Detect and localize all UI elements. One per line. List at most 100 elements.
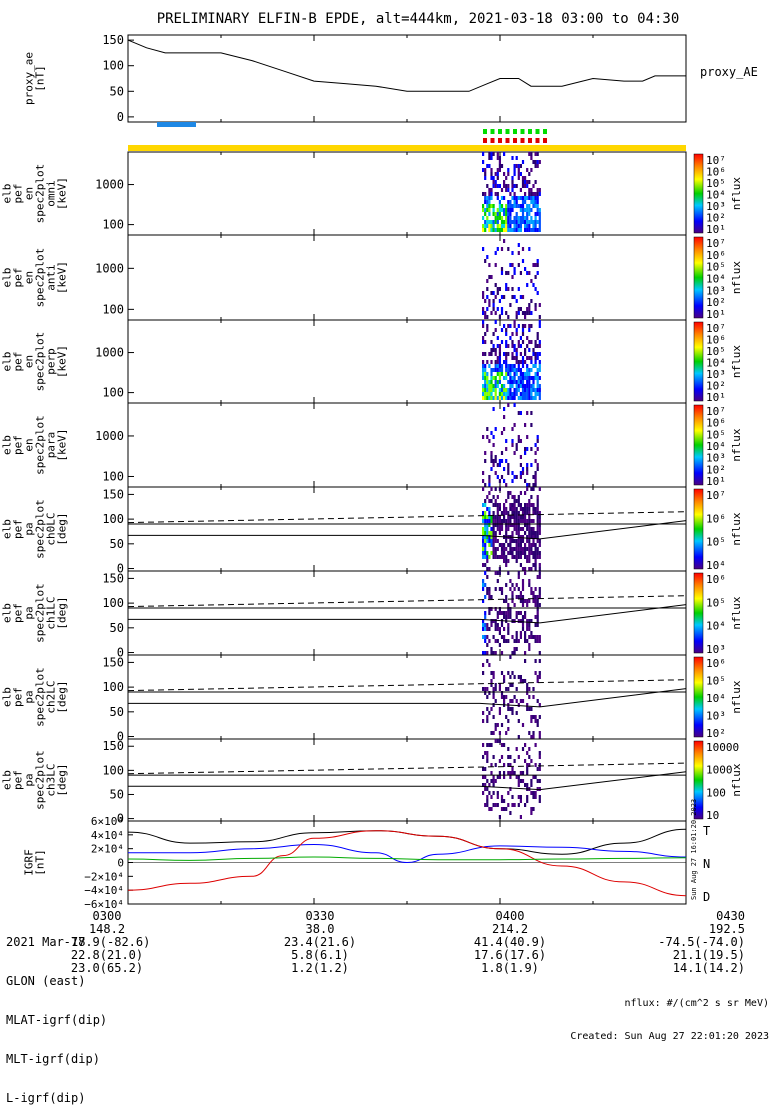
spec-cell (503, 611, 506, 615)
spec-cell (496, 360, 499, 364)
footer-column-0300: 0300 148.2 -77.9(-82.6) 22.8(21.0) 23.0(65.2… (62, 910, 152, 975)
omni-cbar-tick: 10⁴ (706, 189, 726, 202)
spec-cell (482, 291, 485, 295)
figure: PRELIMINARY ELFIN-B EPDE, alt=444km, 202… (1, 11, 758, 911)
spec-cell (503, 503, 506, 507)
spec-cell (515, 515, 518, 519)
spec-cell (507, 344, 510, 348)
proxy-ae-line (127, 39, 686, 92)
spec-cell (532, 503, 535, 507)
spec-cell (482, 583, 485, 587)
spec-cell (511, 767, 514, 771)
spec-cell (498, 344, 501, 348)
spec-cell (492, 539, 495, 543)
spec-cell (511, 771, 514, 775)
spec-cell (521, 579, 525, 583)
igrf-ytick-label: 4×10⁴ (91, 829, 124, 842)
spec-cell (532, 380, 535, 384)
spec-cell (484, 595, 487, 599)
loss-cone-dashed (127, 511, 687, 524)
spec-cell (515, 539, 518, 543)
spec-cell (521, 599, 525, 603)
spec-cell (530, 384, 533, 388)
spec-cell (530, 535, 533, 539)
flag-green (520, 129, 525, 134)
spec-cell (503, 239, 506, 243)
spec-cell (509, 192, 512, 196)
spec-cell (496, 291, 499, 295)
ch2LC-ytick-label: 0 (117, 730, 124, 744)
spec-cell (534, 743, 537, 747)
spec-cell (505, 459, 508, 463)
spec-cell (532, 551, 535, 555)
spec-cell (513, 204, 516, 208)
spec-cell (505, 519, 508, 523)
spec-cell (488, 543, 491, 547)
spec-cell (509, 763, 512, 767)
spec-cell (511, 699, 514, 703)
spec-cell (505, 360, 508, 364)
spec-cell (536, 332, 539, 336)
spec-cell (509, 228, 512, 232)
spec-cell (530, 340, 533, 344)
anti-ylabel-2: en (23, 271, 36, 284)
spec-cell (500, 340, 504, 344)
spec-cell (492, 687, 495, 691)
spec-cell (488, 396, 491, 400)
spec-cell (532, 687, 535, 691)
igrf-ytick-label: 6×10⁴ (91, 815, 124, 828)
spec-cell (503, 559, 506, 563)
spec-cell (482, 755, 485, 759)
spec-cell (494, 455, 497, 459)
spec-cell (500, 623, 504, 627)
spec-cell (488, 188, 491, 192)
perp-cbar-tick: 10⁷ (706, 322, 726, 335)
spec-cell (532, 591, 535, 595)
ch1LC-ylabel-3: spec2plot (34, 583, 47, 643)
spec-cell (513, 376, 516, 380)
spec-cell (496, 224, 499, 228)
spec-cell (500, 527, 504, 531)
spec-cell (482, 783, 485, 787)
spec-cell (517, 495, 520, 499)
spec-cell (494, 471, 497, 475)
spec-cell (507, 368, 510, 372)
spec-cell (519, 631, 522, 635)
spec-cell (505, 216, 508, 220)
spec-cell (500, 807, 504, 811)
spec-cell (507, 755, 510, 759)
spec-cell (513, 695, 516, 699)
spec-cell (524, 491, 527, 495)
spec-cell (536, 352, 539, 356)
spec-cell (494, 499, 497, 503)
spec-cell (507, 224, 510, 228)
spec-cell (496, 228, 499, 232)
spec-cell (521, 471, 525, 475)
spec-cell (538, 344, 541, 348)
spec-cell (498, 184, 501, 188)
spec-cell (505, 356, 508, 360)
spec-cell (488, 499, 491, 503)
spec-cell (488, 475, 491, 479)
spec-cell (486, 220, 489, 224)
spec-cell (532, 795, 535, 799)
spec-cell (507, 763, 510, 767)
spec-cell (507, 551, 510, 555)
spec-cell (484, 176, 487, 180)
spec-cell (513, 295, 516, 299)
spec-cell (513, 368, 516, 372)
spec-cell (534, 459, 537, 463)
spec-cell (490, 651, 493, 655)
spec-cell (482, 767, 485, 771)
spec-cell (484, 571, 487, 575)
spec-cell (482, 635, 485, 639)
flag-green (490, 129, 495, 134)
para-frame (127, 402, 687, 488)
spec-cell (500, 267, 504, 271)
spec-cell (509, 515, 512, 519)
spec-cell (494, 803, 497, 807)
spec-cell (517, 547, 520, 551)
spec-cell (526, 388, 529, 392)
spec-cell (530, 299, 533, 303)
spec-cell (538, 384, 541, 388)
